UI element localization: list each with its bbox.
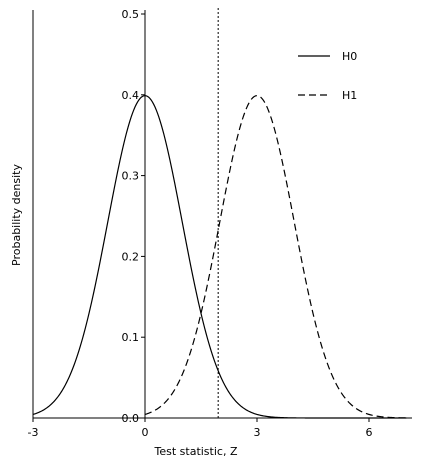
legend-label-h0: H0 [342,50,357,63]
x-tick-label: 6 [366,426,373,439]
legend-label-h1: H1 [342,89,357,102]
y-tick-label: 0.4 [122,89,140,102]
series-layer [32,95,407,419]
x-tick-label: -3 [28,426,39,439]
y-tick-label: 0.5 [122,8,140,21]
y-tick-label: 0.0 [122,412,140,425]
legend: H0 H1 [298,50,357,102]
y-tick-label: 0.1 [122,331,140,344]
x-axis-title: Test statistic, Z [154,445,238,458]
x-tick-label: 3 [254,426,261,439]
y-tick-label: 0.3 [122,170,140,183]
series-line-h1 [144,95,407,419]
y-axis-title: Probability density [10,164,23,266]
series-line-h0 [32,95,407,419]
y-tick-label: 0.2 [122,250,140,263]
x-tick-label: 0 [142,426,149,439]
axes-layer: -3 0 3 6 0.0 0.1 0.2 0.3 0.4 0.5 [28,8,412,439]
